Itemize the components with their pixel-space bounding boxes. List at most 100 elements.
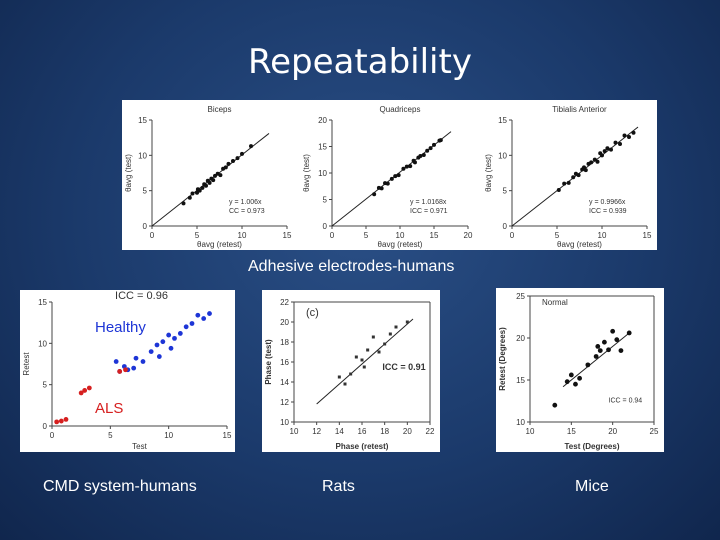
cmd-caption: CMD system-humans xyxy=(43,478,197,495)
x-tick-label: 22 xyxy=(426,427,435,436)
data-point xyxy=(577,375,582,381)
x-tick-label: 16 xyxy=(358,427,367,436)
data-point xyxy=(552,402,558,408)
data-point xyxy=(362,365,366,369)
data-point-healthy xyxy=(195,312,201,318)
annotation-text: ICC = 0.939 xyxy=(589,208,627,215)
data-point-healthy xyxy=(183,324,189,330)
adhesive-figure-panel: 0 5 10 15 0 5 10 15 θavg (retest) θavg (test) Bice… xyxy=(122,100,657,250)
chart-title: Tibialis Anterior xyxy=(552,105,607,114)
data-point xyxy=(385,181,390,186)
data-point xyxy=(627,134,631,139)
y-tick-label: 25 xyxy=(516,292,525,301)
mice-chart: 10 15 20 25 10 15 20 25 Test (Degrees) Retest (De… xyxy=(498,292,659,451)
slide-title: Repeatability xyxy=(248,42,472,82)
y-tick-label: 15 xyxy=(318,143,327,152)
data-point xyxy=(600,153,604,158)
data-point xyxy=(589,160,594,165)
data-point xyxy=(360,358,364,362)
data-point xyxy=(568,372,574,378)
data-point-als xyxy=(54,419,60,425)
data-point xyxy=(404,164,409,169)
data-point-healthy xyxy=(133,355,139,361)
x-tick-label: 10 xyxy=(598,231,607,240)
data-point-healthy xyxy=(156,354,162,359)
data-point xyxy=(613,140,618,145)
y-tick-label: 12 xyxy=(280,398,289,407)
y-tick-label: 10 xyxy=(38,339,47,348)
data-point xyxy=(187,195,192,200)
x-tick-label: 20 xyxy=(464,231,473,240)
data-point xyxy=(231,158,235,163)
rats-figure-panel: 10 12 14 16 18 20 22 10 12 14 16 18 20 22 Phase (retes… xyxy=(262,290,440,452)
data-point xyxy=(610,328,616,334)
data-point xyxy=(412,160,417,165)
y-axis-label: θavg (test) xyxy=(124,154,133,192)
biceps-chart: 0 5 10 15 0 5 10 15 θavg (retest) θavg (test) Bice… xyxy=(124,105,292,249)
x-tick-label: 10 xyxy=(396,231,405,240)
y-tick-label: 10 xyxy=(138,151,147,160)
data-point xyxy=(213,173,217,178)
data-point xyxy=(418,154,423,159)
x-tick-label: 25 xyxy=(650,427,659,436)
data-point xyxy=(249,144,253,149)
x-tick-label: 10 xyxy=(290,427,299,436)
y-tick-label: 5 xyxy=(323,196,328,205)
data-point-healthy xyxy=(189,321,195,326)
data-point xyxy=(605,146,610,151)
data-point xyxy=(602,339,607,345)
data-point xyxy=(343,382,347,386)
data-point-healthy xyxy=(148,349,154,354)
data-point xyxy=(354,355,358,359)
y-tick-label: 15 xyxy=(38,298,47,307)
data-point xyxy=(372,192,377,197)
y-axis-label: θavg (test) xyxy=(484,154,493,192)
data-point-healthy xyxy=(113,359,119,364)
annotation-text: y = 1.006x xyxy=(229,199,262,206)
annotation-text: y = 1.0168x xyxy=(410,199,447,206)
data-point xyxy=(606,347,611,353)
x-axis-label: θavg (retest) xyxy=(197,240,242,249)
x-tick-label: 15 xyxy=(430,231,439,240)
cmd-figure-panel: 0 5 10 15 0 5 10 15 Test Retest ICC = 0.96 Healthy A… xyxy=(20,290,235,452)
data-point xyxy=(377,350,381,354)
data-point xyxy=(200,185,205,190)
x-tick-label: 5 xyxy=(195,231,200,240)
y-tick-label: 10 xyxy=(516,418,525,427)
x-tick-label: 10 xyxy=(526,427,535,436)
data-point xyxy=(564,379,570,385)
data-point-healthy xyxy=(207,311,212,316)
data-point xyxy=(197,188,202,193)
rats-chart: 10 12 14 16 18 20 22 10 12 14 16 18 20 22 Phase (retes… xyxy=(264,298,435,451)
data-point-als xyxy=(78,390,84,396)
data-point xyxy=(597,348,603,353)
data-point xyxy=(592,157,597,162)
x-axis-label: θavg (retest) xyxy=(557,240,602,249)
data-point xyxy=(366,348,370,352)
y-axis-label: θavg (test) xyxy=(302,154,311,192)
data-point-als xyxy=(58,418,64,424)
y-tick-label: 16 xyxy=(280,358,289,367)
data-point xyxy=(425,148,430,153)
data-point xyxy=(585,362,591,368)
x-tick-label: 5 xyxy=(364,231,369,240)
annotation-text: ICC = 0.94 xyxy=(609,398,643,405)
data-point xyxy=(556,187,561,192)
fit-line xyxy=(316,318,414,405)
data-point xyxy=(389,176,394,181)
data-point-healthy xyxy=(140,359,146,364)
x-tick-label: 12 xyxy=(312,427,321,436)
data-point-healthy xyxy=(160,339,166,345)
data-point-als xyxy=(82,388,88,393)
x-axis-label: θavg (retest) xyxy=(378,240,423,249)
y-tick-label: 0 xyxy=(143,222,148,231)
x-axis-label: Test (Degrees) xyxy=(565,442,620,451)
data-point xyxy=(195,190,199,195)
data-point xyxy=(576,173,581,178)
y-tick-label: 15 xyxy=(498,116,507,125)
cmd-chart: 0 5 10 15 0 5 10 15 Test Retest ICC = 0.96 Healthy A… xyxy=(22,290,232,451)
data-point-als xyxy=(63,416,69,422)
annotation-text: CC = 0.973 xyxy=(229,208,265,215)
data-point xyxy=(337,375,341,379)
data-point-healthy xyxy=(172,335,177,341)
